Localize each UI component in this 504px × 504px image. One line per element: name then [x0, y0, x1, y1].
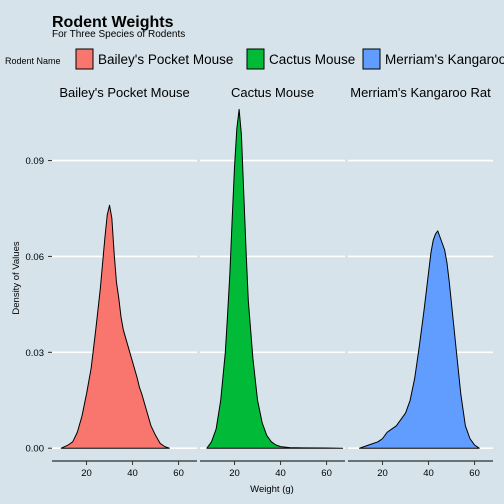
legend-title: Rodent Name: [5, 56, 61, 66]
legend: Rodent Name Bailey's Pocket Mouse Cactus …: [5, 49, 504, 69]
y-tick-label-2: 0.06: [26, 252, 45, 263]
x-tick-label-cactus-mouse-20: 20: [229, 468, 240, 479]
legend-label-cactus-mouse: Cactus Mouse: [269, 52, 355, 67]
x-tick-label-bailey-s-pocket-mouse-60: 60: [173, 468, 184, 479]
y-tick-label-1: 0.03: [26, 348, 45, 359]
y-axis-title: Density of Values: [11, 241, 22, 314]
legend-key-cactus-mouse: [247, 49, 264, 69]
x-tick-label-cactus-mouse-40: 40: [275, 468, 286, 479]
x-tick-label-merriam-s-kangaroo-rat-60: 60: [469, 468, 480, 479]
x-tick-label-merriam-s-kangaroo-rat-40: 40: [423, 468, 434, 479]
y-tick-label-0: 0.00: [26, 444, 45, 455]
legend-label-merriam-s-kangaroo-rat: Merriam's Kangaroo Rat: [385, 52, 504, 67]
x-axis-title: Weight (g): [250, 484, 294, 495]
strip-label-merriam-s-kangaroo-rat: Merriam's Kangaroo Rat: [350, 85, 491, 100]
legend-key-bailey-s-pocket-mouse: [76, 49, 93, 69]
legend-key-merriam-s-kangaroo-rat: [363, 49, 380, 69]
chart-subtitle: For Three Species of Rodents: [52, 29, 185, 40]
y-tick-label-3: 0.09: [26, 156, 45, 167]
x-tick-label-merriam-s-kangaroo-rat-20: 20: [377, 468, 388, 479]
x-tick-label-bailey-s-pocket-mouse-20: 20: [81, 468, 92, 479]
strip-label-cactus-mouse: Cactus Mouse: [231, 85, 314, 100]
legend-label-bailey-s-pocket-mouse: Bailey's Pocket Mouse: [98, 52, 233, 67]
strip-label-bailey-s-pocket-mouse: Bailey's Pocket Mouse: [59, 85, 189, 100]
x-tick-label-cactus-mouse-60: 60: [321, 468, 332, 479]
x-tick-label-bailey-s-pocket-mouse-40: 40: [127, 468, 138, 479]
